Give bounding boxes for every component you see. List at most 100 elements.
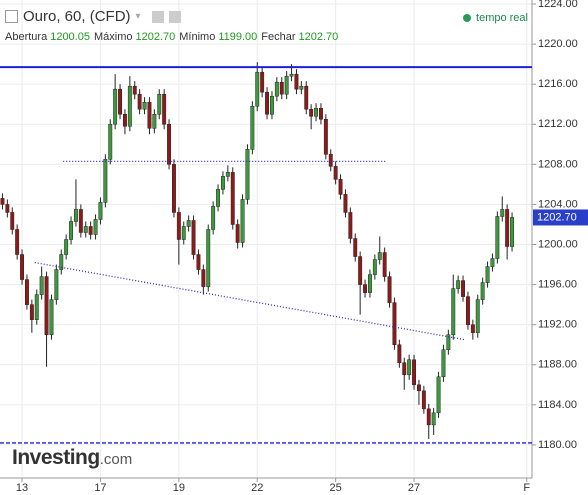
status-text: tempo real [476, 12, 528, 24]
chart-title: Ouro, 60, (CFD) [23, 8, 131, 25]
stat-value: 1200.05 [50, 31, 90, 43]
candle-body [20, 254, 25, 280]
candle-body [304, 85, 309, 110]
candle-body [456, 280, 461, 289]
title-row: Ouro, 60, (CFD) ▾ [5, 8, 342, 25]
candle-body [372, 259, 377, 275]
candle-body [466, 296, 470, 325]
candle-body [235, 224, 240, 243]
y-tick-label: 1196.00 [538, 279, 577, 291]
candle-body [152, 113, 157, 129]
candle-body [123, 113, 127, 127]
candle-body [299, 85, 304, 90]
candle-body [93, 219, 98, 235]
x-tick-label: 22 [251, 482, 263, 494]
candle-body [338, 179, 343, 195]
candle-body [39, 276, 44, 295]
candle-body [74, 209, 78, 222]
candle-body [333, 166, 338, 180]
y-tick-label: 1204.00 [538, 198, 578, 210]
candle-body [64, 239, 69, 255]
y-tick-label: 1212.00 [538, 118, 578, 130]
header: Ouro, 60, (CFD) ▾ Abertura 1200.05 Máximo 1… [5, 8, 342, 43]
collapse-icon[interactable] [5, 10, 18, 23]
candle-body [98, 202, 103, 220]
dropdown-icon[interactable]: ▾ [135, 11, 141, 22]
candle-body [157, 93, 162, 115]
candle-body [181, 226, 186, 240]
y-tick-label: 1200.00 [538, 238, 578, 250]
x-tick-label: 19 [173, 482, 185, 494]
y-tick-label: 1208.00 [538, 158, 578, 170]
settings-icon[interactable] [151, 10, 164, 23]
candle-body [250, 105, 255, 150]
candle-body [10, 212, 15, 230]
candle-body [510, 217, 515, 247]
watermark-brand: Investing [12, 446, 100, 469]
candle-body [240, 199, 245, 243]
candle-body [402, 362, 407, 376]
candle-body [441, 349, 446, 378]
candle-body [284, 75, 289, 95]
candle-body [172, 164, 176, 213]
y-tick-label: 1220.00 [538, 38, 578, 50]
stat-label: Máximo [93, 31, 133, 43]
candle-body [451, 288, 456, 335]
stat-value: 1199.00 [218, 31, 258, 43]
candle-body [475, 299, 480, 333]
candle-body [216, 189, 221, 207]
candle-body [470, 324, 475, 333]
last-price-box [533, 209, 588, 226]
candle-body [69, 221, 73, 240]
candle-body [167, 124, 172, 165]
candle-body [495, 216, 500, 259]
candle-body [230, 172, 235, 225]
candle-body [279, 81, 284, 95]
candle-body [206, 229, 211, 287]
candle-body [260, 71, 265, 93]
gear-icon[interactable] [168, 10, 181, 23]
candle-body [289, 73, 294, 77]
drawing-line [34, 261, 466, 341]
candle-body [44, 276, 49, 335]
candle-body [59, 254, 64, 270]
stat-label: Fechar [261, 31, 296, 43]
candle-body [221, 176, 225, 190]
candle-body [49, 299, 54, 335]
y-tick-label: 1184.00 [538, 399, 577, 411]
stat-value: 1202.70 [135, 31, 176, 43]
candle-body [323, 118, 328, 155]
candle-body [245, 149, 250, 200]
candle-body [500, 209, 505, 217]
stats: Abertura 1200.05 Máximo 1202.70 Mínimo 1199.0… [5, 31, 342, 43]
candle-body [15, 229, 20, 255]
candle-body [490, 258, 495, 267]
candle-body [113, 88, 118, 125]
candle-body [127, 85, 132, 127]
candle-body [387, 276, 392, 303]
candle-body [348, 212, 353, 239]
candle-body [319, 107, 323, 120]
x-tick-label: 25 [330, 482, 342, 494]
candle-body [392, 302, 397, 345]
x-tick-label: F [523, 482, 530, 494]
candle-body [186, 220, 191, 227]
candle-body [412, 359, 417, 386]
candle-body [363, 284, 368, 293]
candle-body [485, 266, 490, 283]
candle-body [255, 71, 260, 107]
candle-body [225, 172, 230, 177]
candle-body [5, 204, 10, 213]
candle-body [480, 282, 485, 300]
candle-body [191, 220, 196, 255]
candle-body [118, 88, 122, 115]
last-price-label: 1202.70 [537, 211, 577, 223]
candle-body [314, 107, 319, 117]
status: tempo real [463, 12, 528, 24]
candle-body [274, 81, 279, 97]
x-tick-label: 27 [408, 482, 420, 494]
candle-body [34, 294, 39, 320]
candle-body [461, 280, 466, 297]
